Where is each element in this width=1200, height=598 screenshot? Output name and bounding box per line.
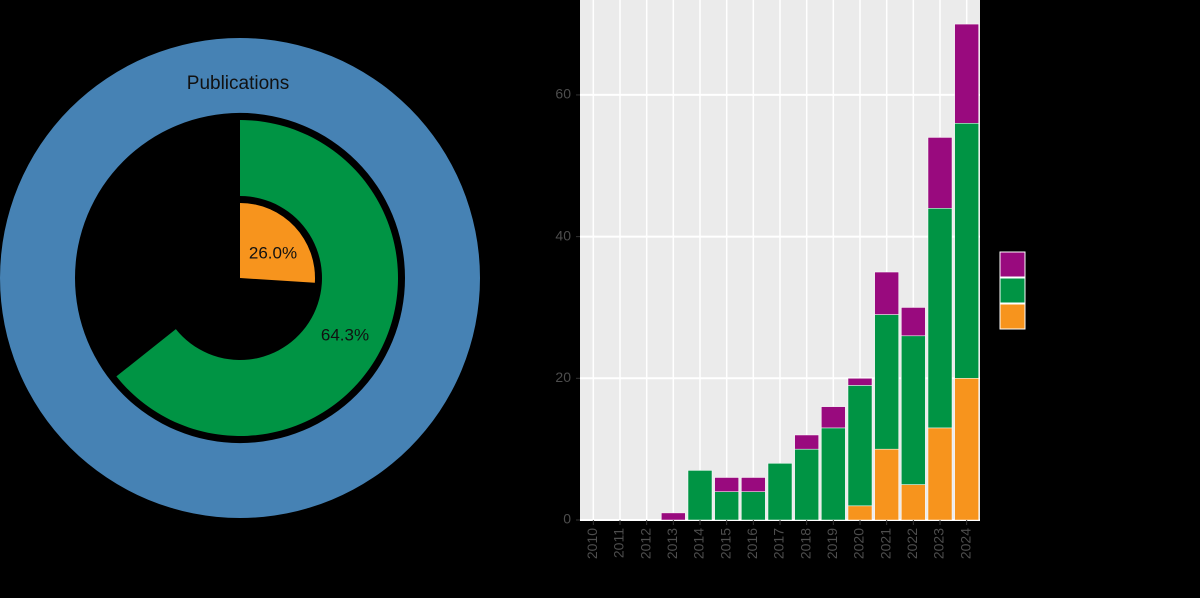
x-tick-label: 2023 (931, 528, 947, 559)
bar-segment (927, 208, 953, 429)
bar-segment (821, 406, 846, 429)
bar-segment (901, 335, 926, 485)
bar-segment (714, 477, 739, 492)
bar-segment (687, 470, 713, 521)
x-tick-label: 2013 (664, 528, 680, 559)
y-tick-label: 40 (555, 227, 571, 243)
x-tick-label: 2016 (744, 528, 760, 559)
bar-segment (714, 491, 739, 521)
bar-segment (741, 491, 766, 521)
bar-segment (954, 123, 979, 379)
x-tick-label: 2010 (584, 528, 600, 559)
bar-segment (847, 385, 873, 507)
x-tick-label: 2011 (611, 528, 627, 558)
bar-segment (874, 448, 899, 521)
bar-segment (954, 23, 979, 124)
x-tick-label: 2020 (851, 528, 867, 559)
bar-segment (874, 271, 899, 315)
bar-segment (794, 448, 819, 521)
bar-segment (767, 463, 793, 521)
radial-bar (116, 120, 399, 436)
bar-segment (847, 378, 873, 386)
bar-segment (794, 434, 819, 450)
bar-segment (847, 505, 873, 521)
radial-bar (0, 38, 480, 518)
bar-segment (821, 427, 846, 521)
y-tick-label: 60 (555, 86, 571, 102)
x-tick-label: 2015 (717, 528, 733, 559)
x-tick-label: 2022 (904, 528, 920, 559)
bar-segment (741, 477, 766, 492)
x-tick-label: 2024 (957, 528, 973, 559)
y-tick-label: 20 (555, 369, 571, 385)
legend-swatch (999, 251, 1026, 278)
legend-swatch (999, 277, 1026, 304)
legend-swatch (999, 303, 1026, 330)
bar-segment (927, 427, 953, 521)
value-label: 26.0% (249, 243, 297, 262)
y-tick-label: 0 (563, 511, 571, 527)
radial-bar (240, 203, 315, 283)
x-tick-label: 2012 (637, 528, 653, 559)
bar-segment (901, 484, 926, 521)
value-label: 64.3% (321, 325, 369, 344)
bar-segment (927, 137, 953, 209)
x-tick-label: 2021 (877, 528, 893, 559)
x-tick-label: 2017 (771, 528, 787, 559)
x-tick-label: 2018 (797, 528, 813, 559)
x-tick-label: 2019 (824, 528, 840, 559)
bar-segment (874, 314, 899, 450)
bar-segment (954, 378, 979, 521)
x-tick-label: 2014 (691, 528, 707, 559)
bar-segment (661, 512, 686, 521)
bar-segment (901, 307, 926, 337)
ring-label: Publications (187, 73, 289, 94)
